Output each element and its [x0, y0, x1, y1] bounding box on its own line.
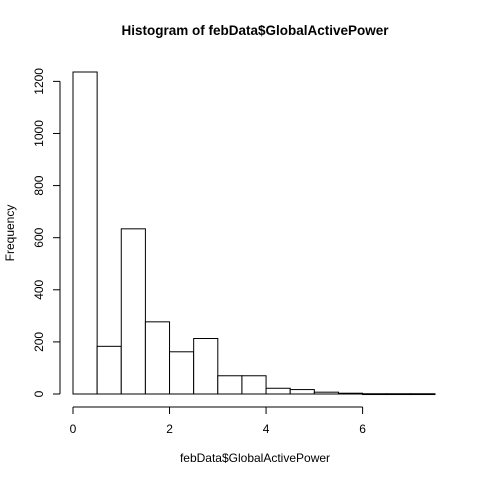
x-tick-label: 2 [166, 422, 173, 436]
histogram-bars [72, 71, 436, 396]
histogram-bar-8 [265, 387, 291, 395]
histogram-bar-2 [120, 228, 146, 395]
y-axis-label: Frequency [3, 205, 17, 262]
y-tick-label: 800 [32, 175, 46, 195]
x-tick-label: 6 [359, 422, 366, 436]
y-tick-label: 1200 [32, 68, 46, 95]
y-tick-label: 200 [32, 332, 46, 352]
histogram-bar-12 [362, 393, 388, 396]
histogram-bar-14 [410, 393, 436, 396]
histogram-bar-0 [72, 71, 98, 395]
histogram-bar-1 [96, 345, 122, 395]
y-tick-label: 400 [32, 279, 46, 299]
y-tick-label: 0 [32, 390, 46, 397]
histogram-bar-10 [313, 391, 339, 395]
histogram-bar-11 [337, 392, 364, 395]
histogram-bar-13 [386, 393, 412, 396]
y-tick-label: 1000 [32, 120, 46, 147]
x-tick-label: 4 [263, 422, 270, 436]
histogram-bar-6 [217, 375, 243, 395]
y-axis: 0 200 400 600 800 1000 1200 [32, 68, 61, 397]
histogram-bar-9 [289, 389, 315, 395]
histogram-bar-5 [193, 338, 219, 395]
histogram-bar-7 [241, 375, 267, 395]
x-tick-label: 0 [70, 422, 77, 436]
chart-title: Histogram of febData$GlobalActivePower [121, 23, 389, 38]
histogram-bar-4 [169, 351, 195, 395]
y-tick-label: 600 [32, 227, 46, 247]
x-axis: 0 2 4 6 [70, 406, 366, 436]
histogram-bar-3 [144, 321, 171, 395]
x-axis-label: febData$GlobalActivePower [180, 451, 330, 465]
